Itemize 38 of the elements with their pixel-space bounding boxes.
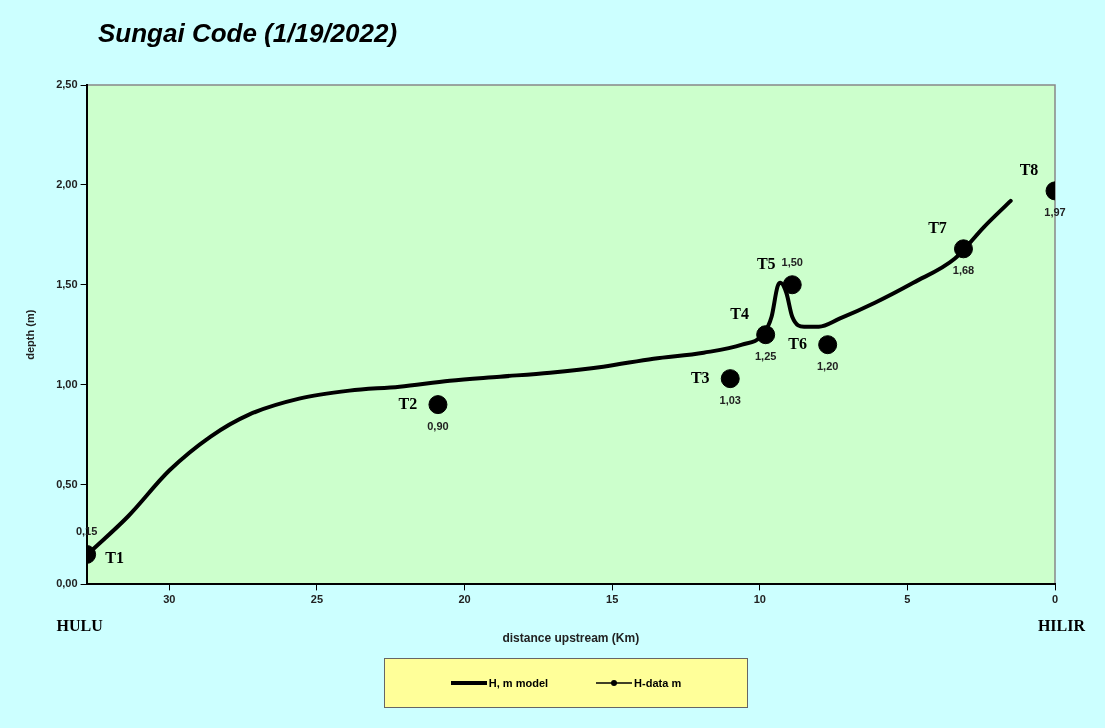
data-label: 1,97 (1044, 205, 1066, 218)
data-label: 0,90 (427, 419, 449, 432)
annotation: T3 (690, 368, 710, 386)
x-tick-label: 20 (458, 593, 471, 606)
legend-label: H, m model (488, 677, 549, 689)
annotation: T6 (788, 334, 807, 352)
annotation: T7 (928, 218, 947, 236)
point (818, 335, 838, 355)
data-label: 1,25 (754, 349, 777, 362)
y-tick-label: 2,50 (56, 78, 78, 91)
y-tick-label: 0,50 (56, 477, 78, 490)
point (782, 275, 802, 295)
x-tick-label: 10 (753, 593, 766, 606)
y-axis-title: depth (m) (23, 309, 36, 360)
data-label: 1,03 (719, 393, 741, 406)
annotation: T1 (105, 548, 124, 566)
y-tick-label: 1,00 (56, 377, 78, 390)
annotation: T8 (1019, 161, 1039, 179)
annotation: T5 (756, 254, 776, 272)
chart-title: Sungai Code (1/19/2022) (98, 18, 398, 49)
legend-label: H-data m (634, 677, 682, 689)
text: HILIR (1037, 616, 1086, 634)
y-tick-label: 1,50 (56, 277, 78, 290)
data-label: 1,68 (952, 263, 975, 276)
y-tick-label: 0,00 (56, 577, 78, 590)
x-tick-label: 25 (310, 593, 324, 606)
annotation: T4 (730, 304, 749, 322)
x-tick-label: 30 (163, 593, 176, 606)
point (720, 369, 740, 389)
x-tick-label: 15 (606, 593, 619, 606)
y-tick-label: 2,00 (56, 177, 78, 190)
x-tick-label: 0 (1051, 593, 1059, 606)
data-label: 1,20 (816, 359, 839, 372)
x-axis-title: distance upstream (Km) (502, 631, 640, 646)
annotation: T2 (398, 394, 418, 412)
x-tick-label: 5 (904, 593, 911, 606)
text: HULU (56, 616, 104, 634)
data-label: 1,50 (781, 255, 803, 268)
